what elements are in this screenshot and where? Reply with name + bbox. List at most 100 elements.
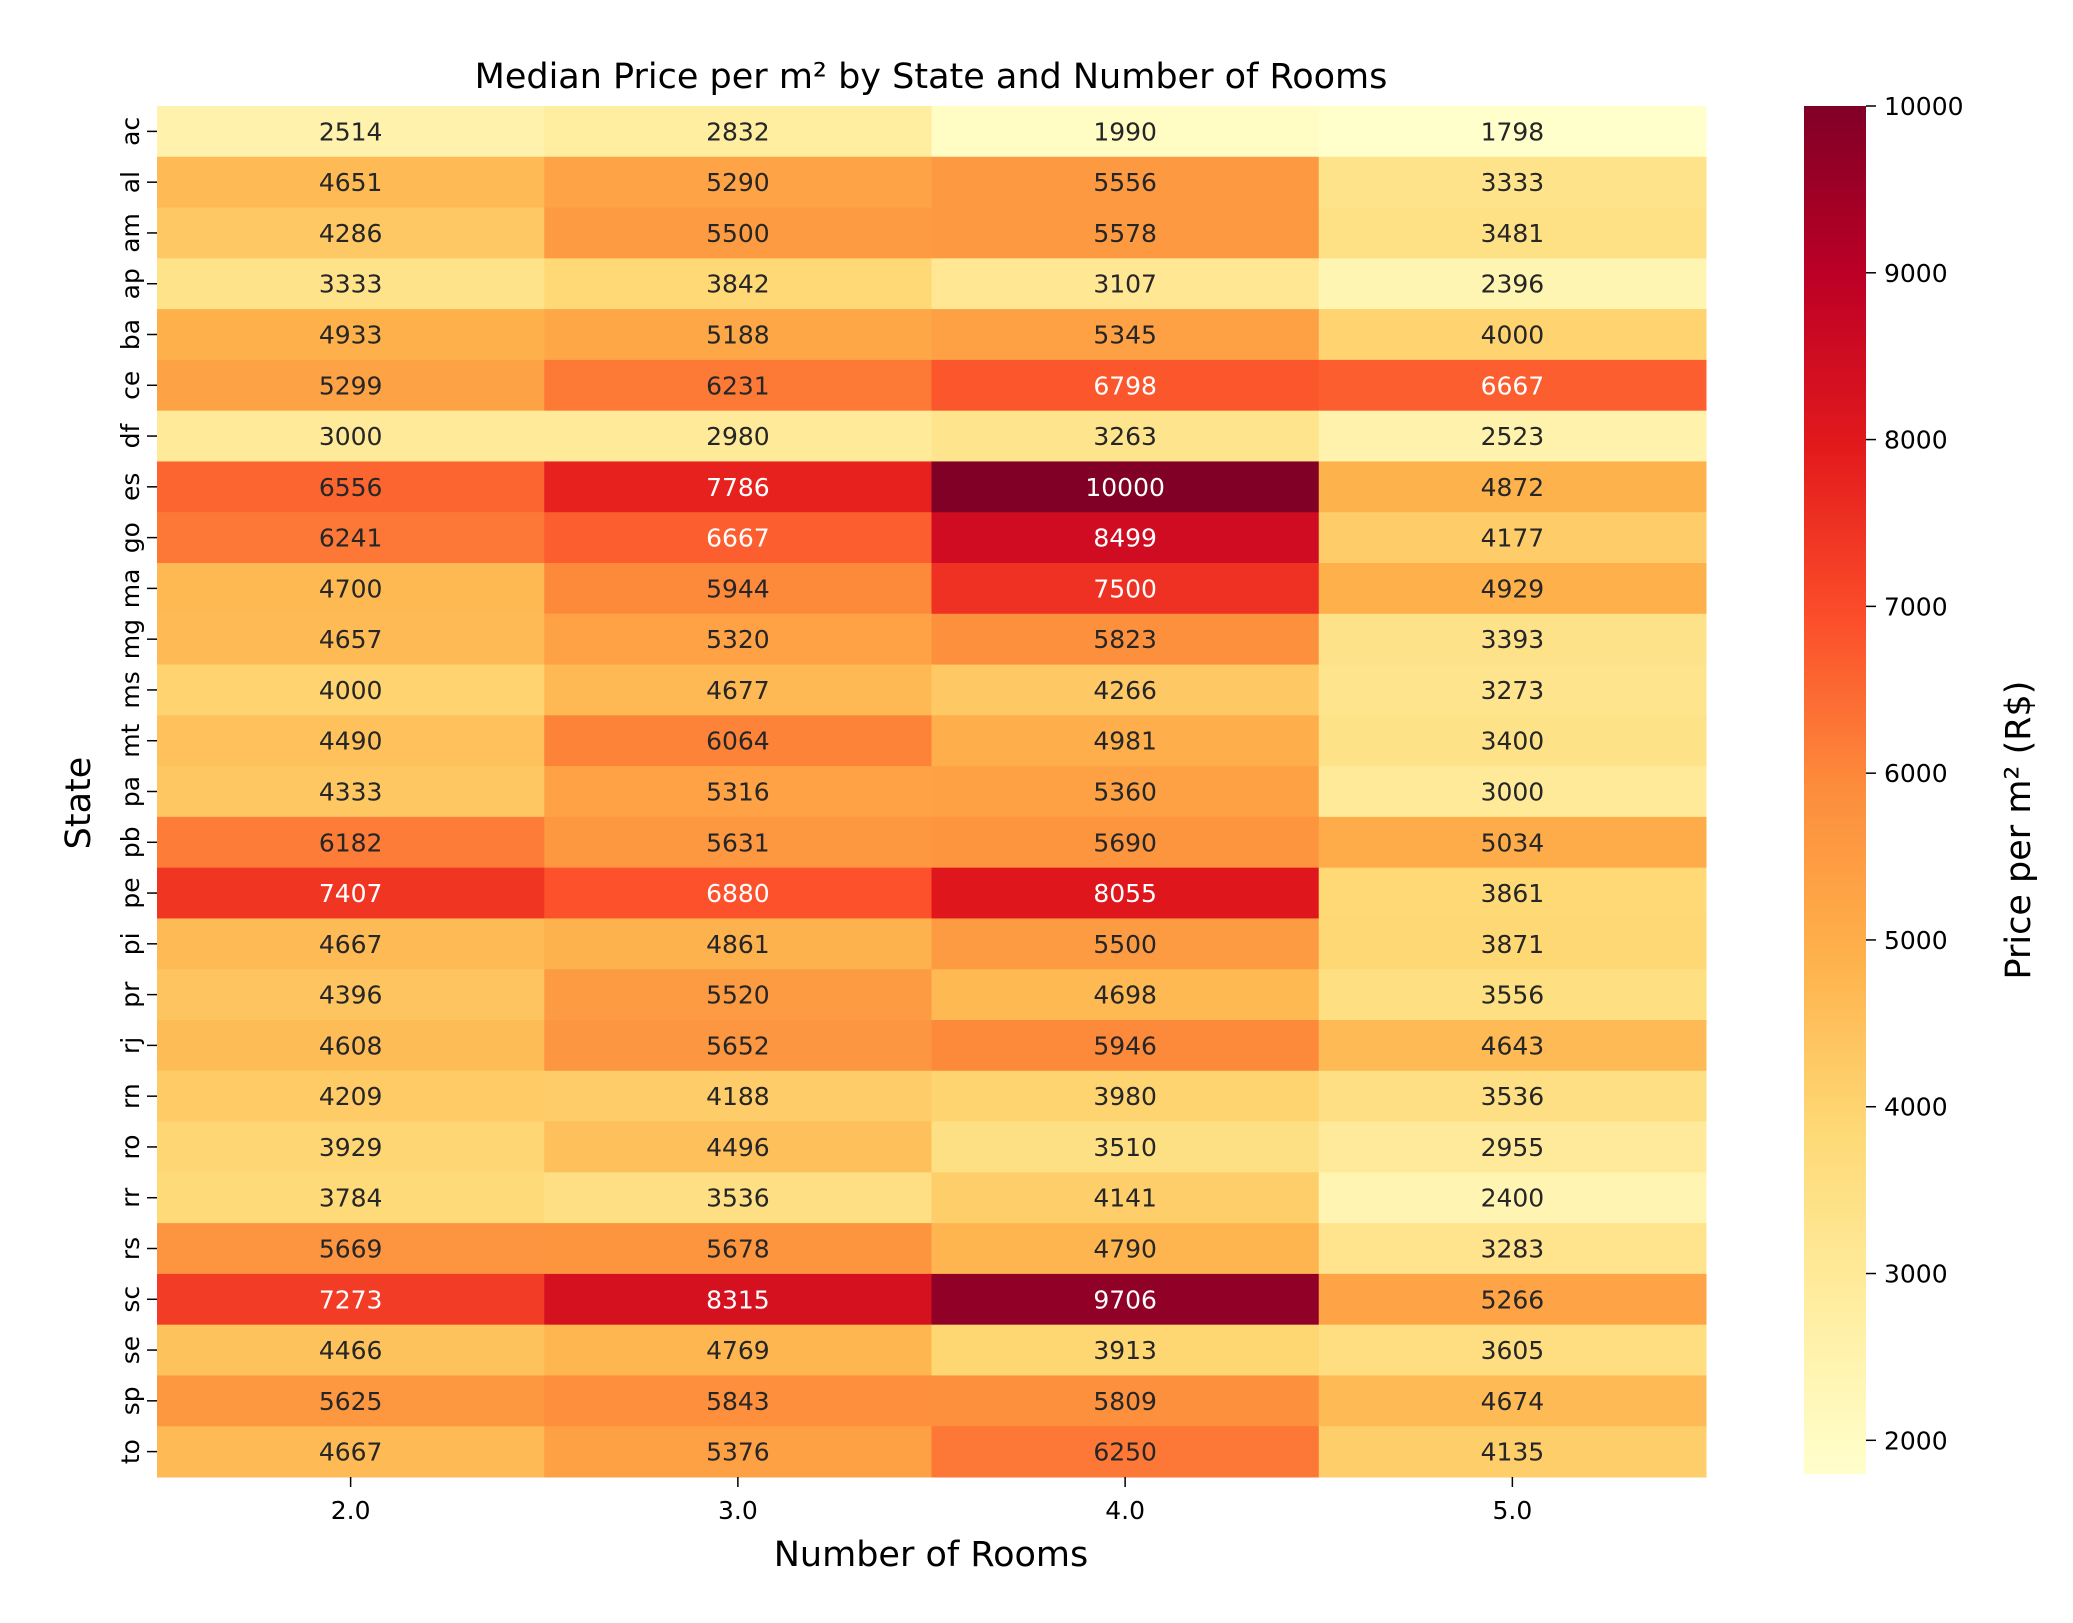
heatmap-cell [157,156,545,209]
x-tick-label: 5.0 [1492,1496,1532,1525]
cell-value-label: 4657 [319,625,383,654]
cell-value-label: 3263 [1093,422,1157,451]
heatmap-cell [1318,613,1707,666]
y-axis: ac al am ap ba ce df es go ma mg ms mt pa pb pe pi pr rj rn… [116,117,157,1464]
cell-value-label: 4490 [319,727,383,756]
cell-value-label: 5669 [319,1235,383,1264]
heatmap-cell [1318,1070,1707,1123]
cell-value-label: 3784 [319,1184,383,1213]
cell-value-label: 5316 [706,778,770,807]
heatmap-cell [157,1375,545,1427]
heatmap-cell [157,258,545,310]
cell-value-label: 3929 [319,1133,383,1162]
cell-value-label: 3510 [1093,1133,1157,1162]
heatmap-cell [544,1070,932,1123]
cell-value-label: 4266 [1093,676,1157,705]
heatmap-cell [157,359,545,412]
cell-value-label: 4769 [706,1336,770,1365]
cell-value-label: 3536 [706,1184,770,1213]
cell-value-label: 4933 [319,321,383,350]
cell-value-label: 5290 [706,168,770,197]
cell-value-label: 5946 [1093,1031,1157,1060]
y-tick-label: am [116,213,145,253]
colorbar-tick-label: 5000 [1884,926,1948,955]
cell-value-label: 4674 [1481,1387,1545,1416]
cell-value-label: 5520 [706,981,770,1010]
heatmap-cell [157,1070,545,1123]
heatmap-cell [544,1426,932,1478]
colorbar-tick-label: 4000 [1884,1093,1948,1122]
x-axis: 2.0 3.0 4.0 5.0 [331,1477,1532,1525]
heatmap-cell [544,918,932,970]
heatmap-cell [157,715,545,767]
heatmap-cell [157,816,545,869]
cell-value-label: 7407 [319,879,383,908]
heatmap-cell [157,309,545,361]
heatmap-cell [157,664,545,716]
cell-value-label: 5944 [706,574,770,603]
heatmap-cell [1318,1426,1707,1478]
cell-value-label: 5034 [1481,828,1545,857]
heatmap-cell [931,1426,1320,1478]
cell-value-label: 4872 [1481,473,1545,502]
heatmap-cell [931,156,1320,209]
heatmap-cell [544,1172,932,1224]
colorbar-tick-label: 7000 [1884,592,1948,621]
x-tick-label: 3.0 [718,1496,758,1525]
heatmap-cell [157,1273,545,1326]
heatmap-cell [157,106,545,158]
heatmap-cell [544,410,932,462]
heatmap-cell [1318,816,1707,869]
cell-value-label: 3980 [1093,1082,1157,1111]
heatmap-cell [1318,969,1707,1021]
cell-value-label: 7500 [1093,574,1157,603]
cell-value-label: 3842 [706,270,770,299]
heatmap-cell [931,1273,1320,1326]
heatmap-cell [544,1020,932,1072]
cell-value-label: 5690 [1093,828,1157,857]
heatmap-cell [931,867,1320,919]
cell-value-label: 5843 [706,1387,770,1416]
heatmap-cell [931,207,1320,259]
heatmap-cell [1318,664,1707,716]
cell-value-label: 5823 [1093,625,1157,654]
colorbar-ticks: 2000 3000 4000 5000 6000 7000 8000 9000 10000 [1866,92,1964,1455]
cell-value-label: 3000 [319,422,383,451]
y-tick-label: es [116,473,145,501]
y-tick-label: ba [116,319,145,350]
heatmap-cell [157,766,545,818]
heatmap-cell [1318,1172,1707,1224]
cell-value-label: 3605 [1481,1336,1545,1365]
y-tick-label: rn [116,1083,145,1109]
heatmap-cell [931,1020,1320,1072]
colorbar-tick-label: 9000 [1884,259,1948,288]
cell-value-label: 4667 [319,930,383,959]
y-tick-label: go [116,522,145,553]
heatmap-cell [544,461,932,513]
heatmap-cell [1318,918,1707,970]
heatmap-cell [1318,1223,1707,1275]
heatmap-cell [157,410,545,462]
cell-value-label: 5631 [706,828,770,857]
heatmap-cell [544,613,932,666]
cell-value-label: 3283 [1481,1235,1545,1264]
cell-value-label: 3871 [1481,930,1545,959]
colorbar-gradient [1804,106,1866,1474]
cell-value-label: 6556 [319,473,383,502]
y-tick-label: mg [116,619,145,659]
heatmap-cell [157,563,545,615]
cell-value-label: 6667 [1481,371,1545,400]
cell-value-label: 6250 [1093,1438,1157,1467]
heatmap-cell [1318,207,1707,259]
heatmap-cell [157,1426,545,1478]
heatmap-cell [931,461,1320,513]
heatmap-cell [157,918,545,970]
cell-value-label: 8055 [1093,879,1157,908]
cell-value-label: 4135 [1481,1438,1545,1467]
cell-value-label: 6241 [319,524,383,553]
y-tick-label: se [116,1336,145,1364]
heatmap-cell [1318,1273,1707,1326]
cell-value-label: 4188 [706,1082,770,1111]
heatmap-cell [1318,309,1707,361]
colorbar-tick-label: 2000 [1884,1426,1948,1455]
